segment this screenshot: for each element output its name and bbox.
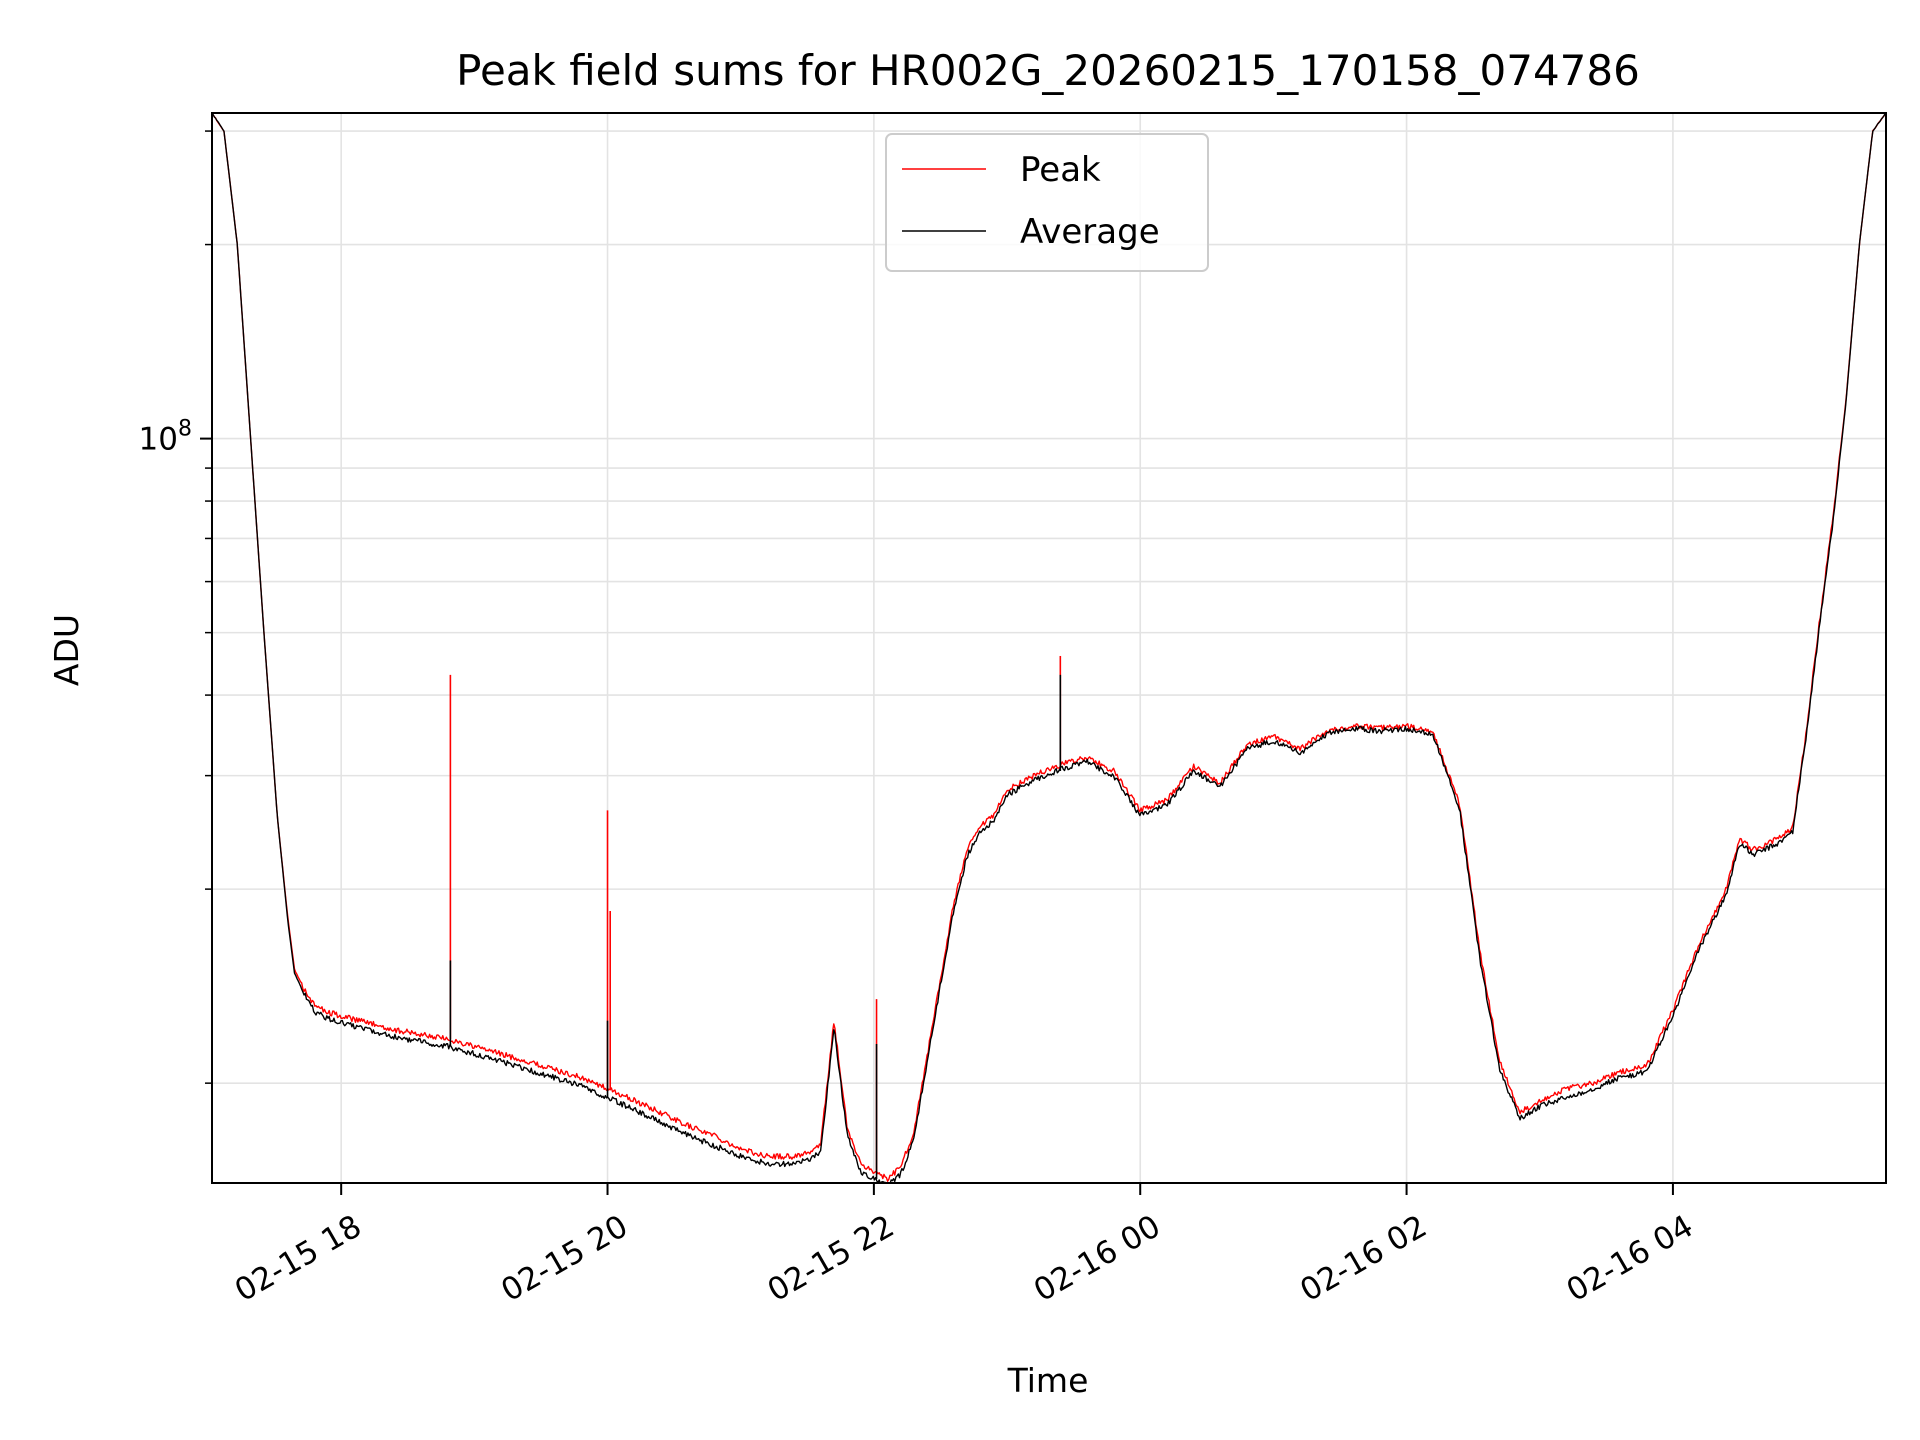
y-tick-label: 108: [139, 417, 192, 458]
grid-lines: [212, 113, 1886, 1183]
series-layer: [212, 113, 1886, 1183]
series-line-average: [212, 113, 1886, 1183]
x-axis-title: Time: [1007, 1361, 1089, 1400]
series-line-peak: [212, 113, 1886, 1182]
legend: Peak Average: [885, 133, 1209, 272]
y-axis-title: ADU: [47, 614, 86, 686]
legend-peak-label: Peak: [1020, 150, 1101, 190]
legend-average-label: Average: [1020, 212, 1160, 252]
plot-frame: [211, 112, 1887, 1184]
chart-title: Peak field sums for HR002G_20260215_1701…: [456, 46, 1640, 95]
